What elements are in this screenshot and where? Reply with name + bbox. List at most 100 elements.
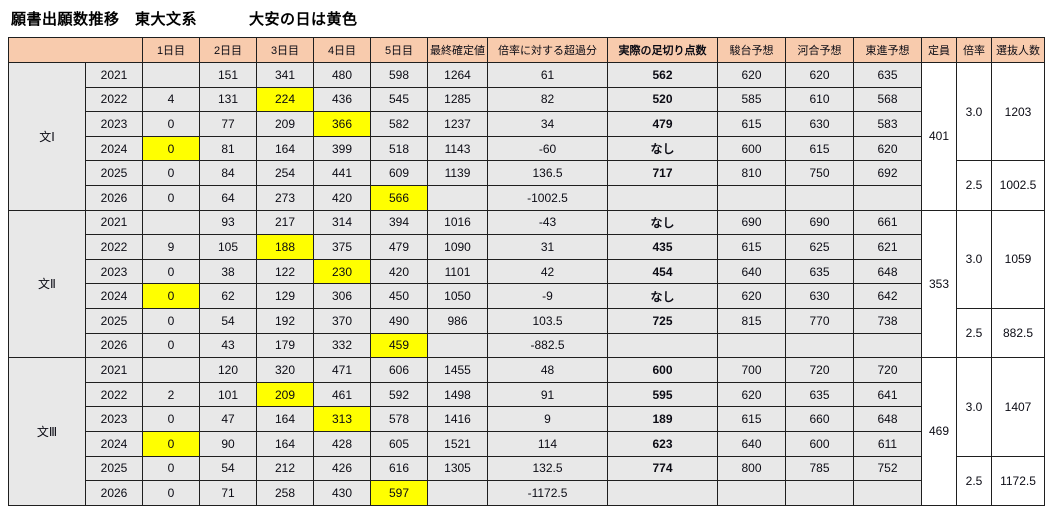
- data-cell[interactable]: 0: [142, 455, 200, 482]
- data-cell[interactable]: 1090: [427, 234, 488, 260]
- data-cell[interactable]: 132.5: [487, 455, 608, 482]
- data-cell[interactable]: 1285: [427, 86, 488, 113]
- data-cell[interactable]: 620: [717, 381, 786, 408]
- data-cell[interactable]: 47: [199, 406, 257, 432]
- data-cell[interactable]: 38: [199, 258, 257, 285]
- ratio-cell[interactable]: 2.5: [956, 160, 992, 211]
- data-cell[interactable]: 0: [142, 406, 200, 432]
- year-cell[interactable]: 2026: [85, 184, 143, 211]
- data-cell[interactable]: 454: [607, 258, 718, 285]
- data-cell[interactable]: 258: [256, 480, 314, 506]
- data-cell[interactable]: 2: [142, 381, 200, 408]
- data-cell[interactable]: 1521: [427, 430, 488, 457]
- data-cell[interactable]: 635: [853, 62, 922, 88]
- year-cell[interactable]: 2022: [85, 381, 143, 408]
- data-cell[interactable]: 332: [313, 332, 371, 359]
- data-cell[interactable]: 752: [853, 455, 922, 482]
- data-cell[interactable]: 635: [785, 381, 854, 408]
- capacity-cell[interactable]: 401: [921, 62, 957, 211]
- data-cell[interactable]: [853, 184, 922, 211]
- data-cell[interactable]: 620: [717, 283, 786, 309]
- data-cell[interactable]: 800: [717, 455, 786, 482]
- data-cell[interactable]: 450: [370, 283, 428, 309]
- data-cell[interactable]: 101: [199, 381, 257, 408]
- data-cell[interactable]: 42: [487, 258, 608, 285]
- data-cell[interactable]: -1002.5: [487, 184, 608, 211]
- data-cell[interactable]: 435: [607, 234, 718, 260]
- data-cell[interactable]: 479: [370, 234, 428, 260]
- year-cell[interactable]: 2021: [85, 357, 143, 383]
- data-cell[interactable]: 64: [199, 184, 257, 211]
- data-cell[interactable]: 661: [853, 209, 922, 236]
- data-cell[interactable]: 615: [717, 406, 786, 432]
- data-cell[interactable]: [785, 480, 854, 506]
- data-cell[interactable]: 54: [199, 307, 257, 334]
- data-cell[interactable]: 9: [142, 234, 200, 260]
- year-cell[interactable]: 2024: [85, 430, 143, 457]
- data-cell[interactable]: [607, 184, 718, 211]
- data-cell[interactable]: [142, 357, 200, 383]
- year-cell[interactable]: 2022: [85, 234, 143, 260]
- data-cell[interactable]: 0: [142, 111, 200, 137]
- data-cell[interactable]: 598: [370, 62, 428, 88]
- data-cell[interactable]: 0: [142, 430, 200, 457]
- capacity-cell[interactable]: 353: [921, 209, 957, 359]
- ratio-cell[interactable]: 3.0: [956, 357, 992, 457]
- data-cell[interactable]: 430: [313, 480, 371, 506]
- data-cell[interactable]: 313: [313, 406, 371, 432]
- data-cell[interactable]: 1139: [427, 160, 488, 186]
- data-cell[interactable]: 71: [199, 480, 257, 506]
- data-cell[interactable]: 341: [256, 62, 314, 88]
- data-cell[interactable]: 254: [256, 160, 314, 186]
- data-cell[interactable]: 520: [607, 86, 718, 113]
- data-cell[interactable]: 164: [256, 430, 314, 457]
- data-cell[interactable]: 34: [487, 111, 608, 137]
- group-cell[interactable]: 文Ⅰ: [8, 62, 86, 211]
- data-cell[interactable]: 648: [853, 406, 922, 432]
- year-cell[interactable]: 2023: [85, 258, 143, 285]
- data-cell[interactable]: 738: [853, 307, 922, 334]
- data-cell[interactable]: 370: [313, 307, 371, 334]
- data-cell[interactable]: 1498: [427, 381, 488, 408]
- data-cell[interactable]: 91: [487, 381, 608, 408]
- data-cell[interactable]: 136.5: [487, 160, 608, 186]
- selected-count-cell[interactable]: 1059: [991, 209, 1045, 309]
- data-cell[interactable]: 717: [607, 160, 718, 186]
- column-header-14[interactable]: 選抜人数: [991, 37, 1045, 63]
- data-cell[interactable]: 479: [607, 111, 718, 137]
- data-cell[interactable]: 615: [717, 111, 786, 137]
- data-cell[interactable]: 436: [313, 86, 371, 113]
- data-cell[interactable]: 54: [199, 455, 257, 482]
- data-cell[interactable]: 583: [853, 111, 922, 137]
- ratio-cell[interactable]: 2.5: [956, 455, 992, 506]
- data-cell[interactable]: 366: [313, 111, 371, 137]
- data-cell[interactable]: 420: [370, 258, 428, 285]
- data-cell[interactable]: 595: [607, 381, 718, 408]
- year-cell[interactable]: 2026: [85, 332, 143, 359]
- data-cell[interactable]: 640: [717, 258, 786, 285]
- data-cell[interactable]: 9: [487, 406, 608, 432]
- year-cell[interactable]: 2021: [85, 209, 143, 236]
- data-cell[interactable]: 490: [370, 307, 428, 334]
- data-cell[interactable]: [853, 332, 922, 359]
- data-cell[interactable]: 660: [785, 406, 854, 432]
- data-cell[interactable]: 562: [607, 62, 718, 88]
- data-cell[interactable]: 623: [607, 430, 718, 457]
- column-header-1[interactable]: 1日目: [142, 37, 200, 63]
- data-cell[interactable]: 230: [313, 258, 371, 285]
- data-cell[interactable]: 212: [256, 455, 314, 482]
- data-cell[interactable]: 394: [370, 209, 428, 236]
- data-cell[interactable]: 129: [256, 283, 314, 309]
- ratio-cell[interactable]: 2.5: [956, 307, 992, 359]
- data-cell[interactable]: 428: [313, 430, 371, 457]
- data-cell[interactable]: [427, 184, 488, 211]
- data-cell[interactable]: 0: [142, 332, 200, 359]
- data-cell[interactable]: 164: [256, 406, 314, 432]
- data-cell[interactable]: 600: [785, 430, 854, 457]
- data-cell[interactable]: -882.5: [487, 332, 608, 359]
- data-cell[interactable]: 815: [717, 307, 786, 334]
- column-header-5[interactable]: 5日目: [370, 37, 428, 63]
- group-cell[interactable]: 文Ⅲ: [8, 357, 86, 506]
- data-cell[interactable]: 690: [717, 209, 786, 236]
- data-cell[interactable]: 621: [853, 234, 922, 260]
